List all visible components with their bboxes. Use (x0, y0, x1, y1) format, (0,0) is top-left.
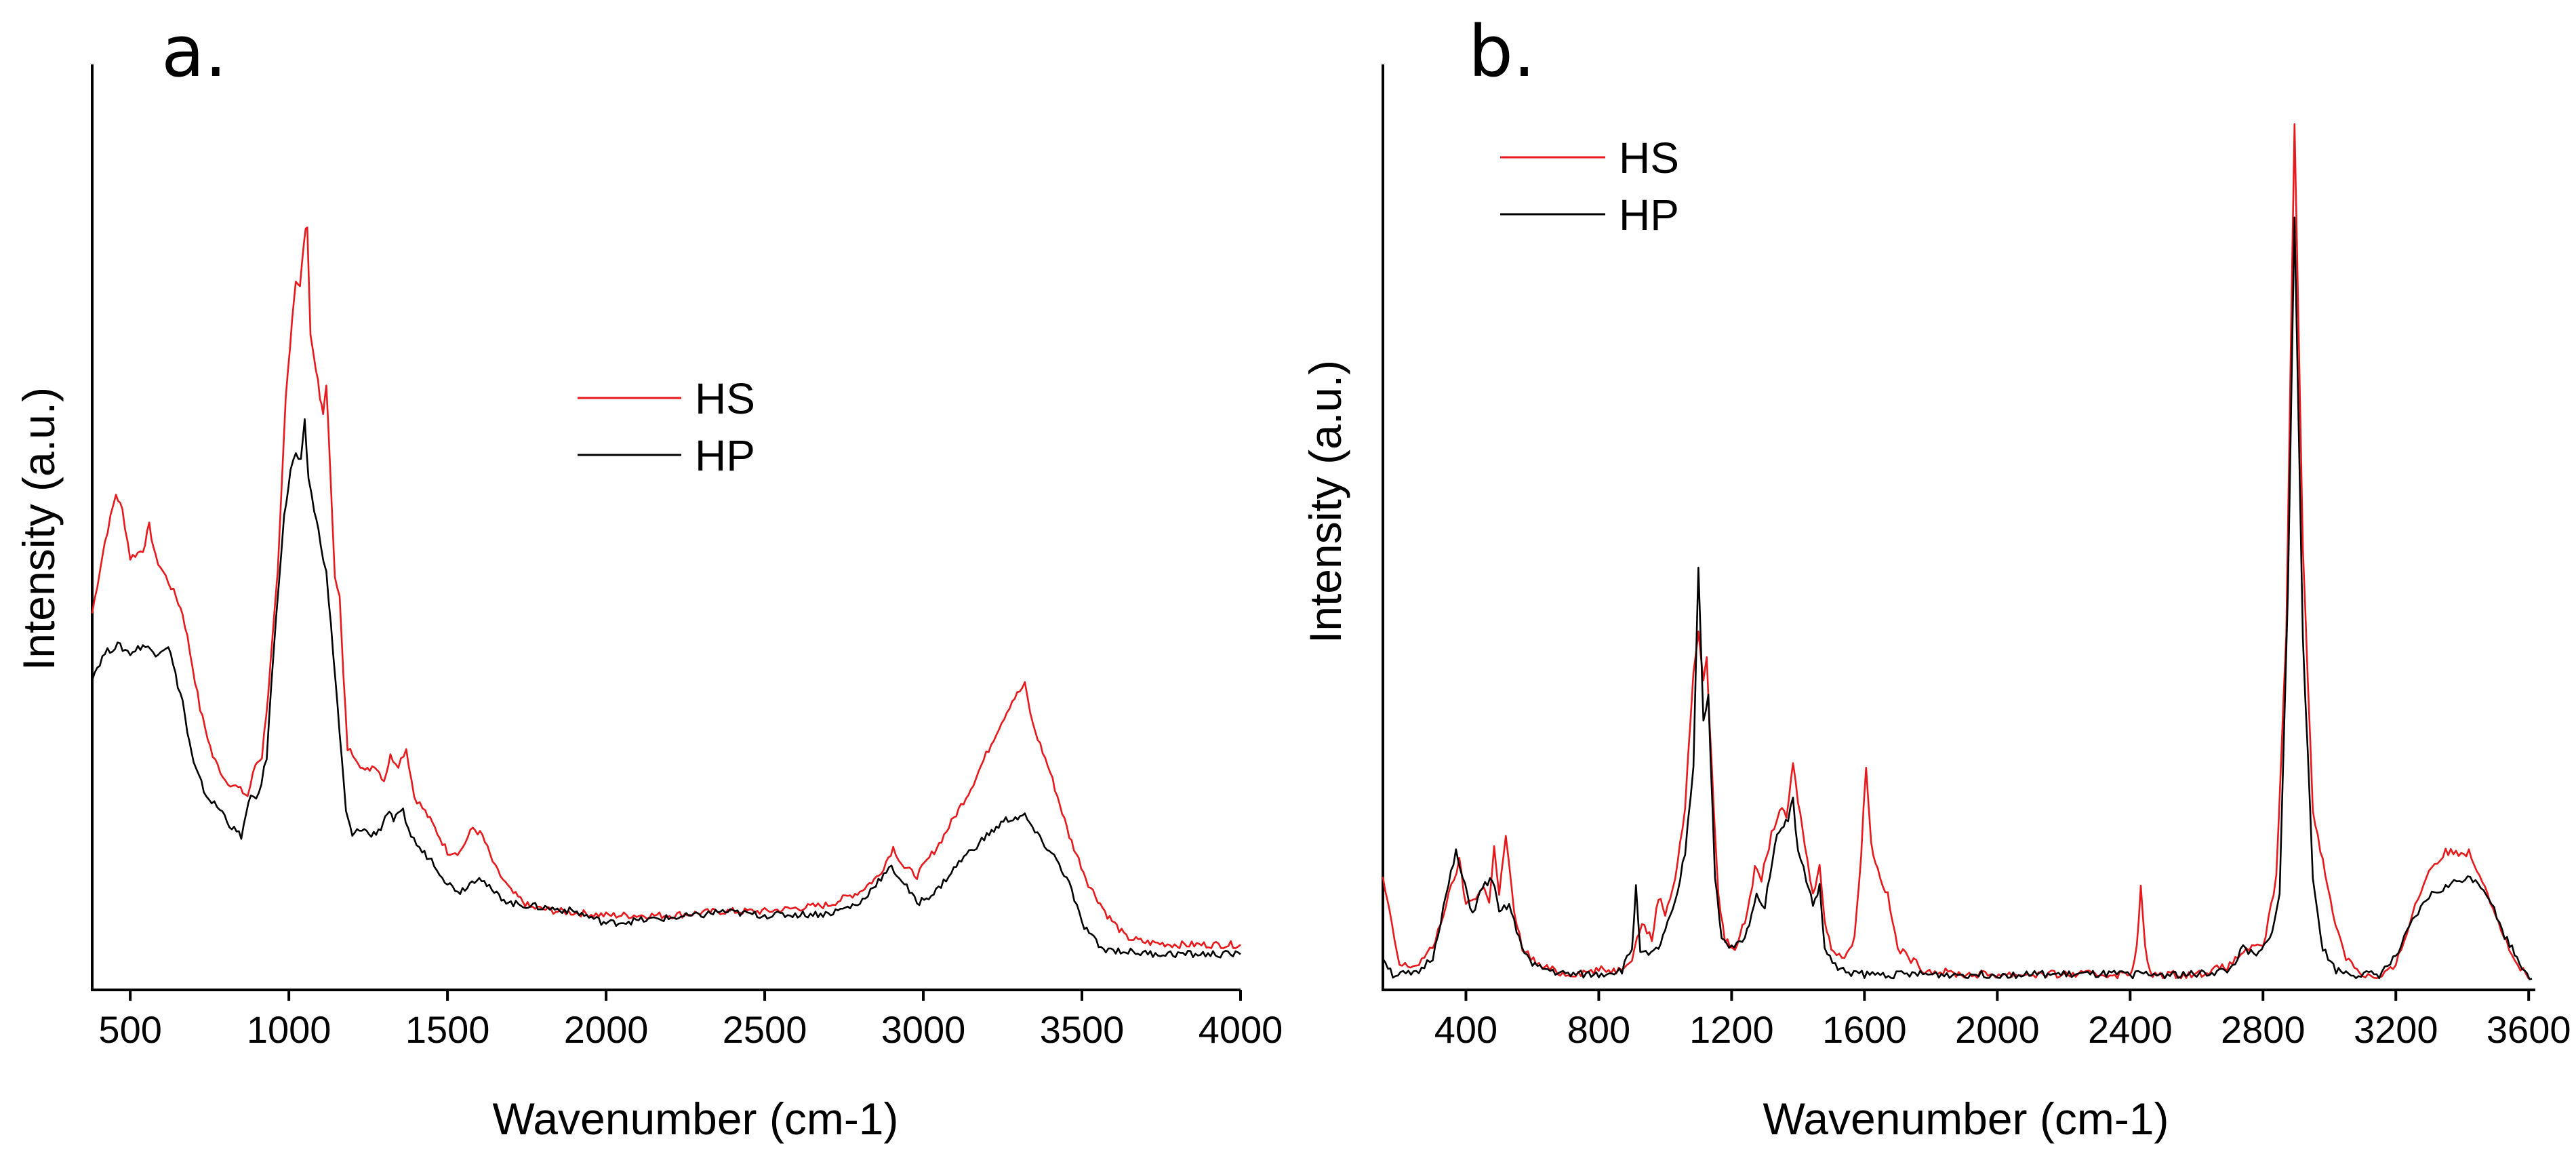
panel-b-y-axis-label: Intensity (a.u.) (1300, 360, 1350, 643)
panel-b-x-tick-label: 2400 (2088, 1008, 2173, 1051)
panel-b-x-tick-label: 1600 (1822, 1008, 1907, 1051)
panel-a-legend-hp-label: HP (695, 431, 755, 480)
panel-a-x-tick-label: 1000 (247, 1008, 331, 1051)
panel-a-x-axis-label: Wavenumber (cm-1) (493, 1094, 899, 1144)
panel-a-x-tick-label: 3000 (881, 1008, 966, 1051)
panel-a-legend-hs-label: HS (695, 374, 755, 423)
panel-b-legend-hs-label: HS (1619, 134, 1679, 182)
panel-a-x-tick-label: 4000 (1199, 1008, 1283, 1051)
panel-b-x-tick-label: 3200 (2354, 1008, 2438, 1051)
panel-a-x-tick-label: 2000 (564, 1008, 649, 1051)
panel-a-label: a. (161, 10, 227, 93)
panel-a-series (91, 226, 1241, 959)
panel-a-x-tick-label: 3500 (1040, 1008, 1125, 1051)
panel-a-x-tick-label: 500 (98, 1008, 161, 1051)
panel-b-legend-hp-label: HP (1619, 191, 1679, 239)
panel-a-y-axis-label: Intensity (a.u.) (14, 387, 64, 671)
panel-a-series-hp-line (91, 418, 1241, 959)
panel-b-legend: HS HP (1500, 134, 1679, 239)
panel-b-x-tick-label: 1200 (1689, 1008, 1774, 1051)
panel-b-x-tick-labels: 400 800 1200 1600 2000 2400 2800 3200 3600 (1434, 1008, 2571, 1051)
panel-b-label: b. (1468, 10, 1535, 93)
panel-b-x-tick-label: 800 (1567, 1008, 1630, 1051)
panel-a-axes (91, 64, 1242, 1001)
panel-b-x-tick-label: 2800 (2221, 1008, 2306, 1051)
chart-panel-a: a. 500 1000 1500 2000 2500 3000 3500 4000 Waven… (14, 10, 1283, 1144)
panel-a-x-tick-label: 1500 (405, 1008, 490, 1051)
panel-b-x-tick-label: 2000 (1955, 1008, 2040, 1051)
panel-a-series-hs-line (91, 226, 1241, 949)
chart-panel-b: b. 400 800 1200 1600 2000 2400 2800 3200 3600 Wa… (1300, 10, 2571, 1144)
panel-b-series-hp-line (1382, 216, 2533, 980)
panel-b-x-tick-label: 3600 (2487, 1008, 2571, 1051)
panel-b-axes (1382, 64, 2535, 1001)
panel-b-x-axis-label: Wavenumber (cm-1) (1763, 1094, 2169, 1144)
panel-b-series (1382, 123, 2533, 980)
panel-a-legend: HS HP (578, 374, 755, 480)
panel-b-x-tick-label: 400 (1434, 1008, 1497, 1051)
panel-a-x-tick-label: 2500 (723, 1008, 807, 1051)
panel-b-series-hs-line (1382, 123, 2530, 980)
panel-a-x-tick-labels: 500 1000 1500 2000 2500 3000 3500 4000 (98, 1008, 1283, 1051)
